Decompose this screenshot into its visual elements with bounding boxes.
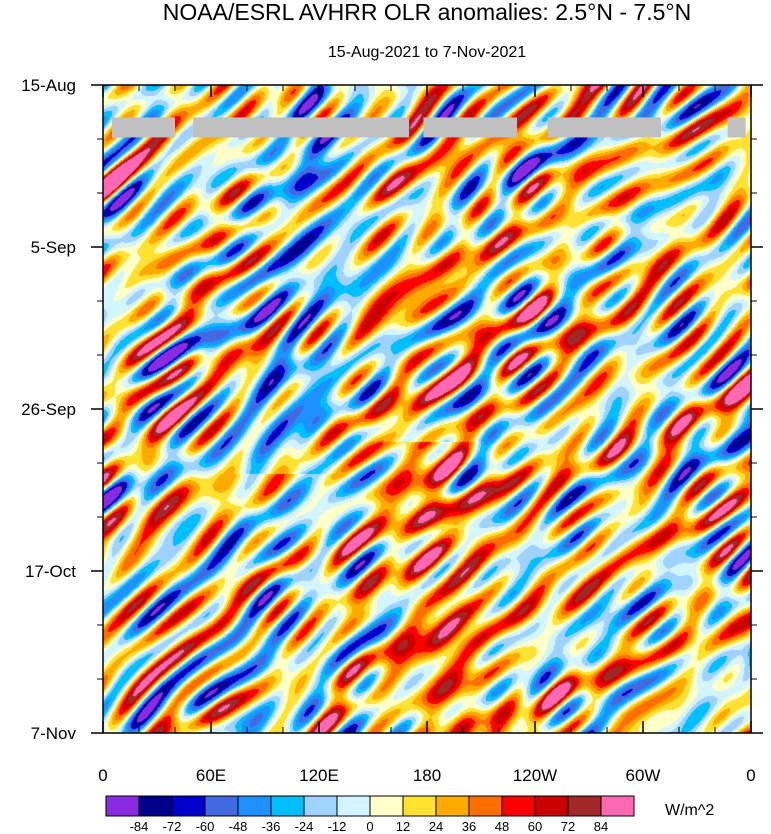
x-tick-label: 120E — [299, 766, 339, 785]
colorbar-swatch — [105, 795, 140, 817]
y-tick-label: 17-Oct — [25, 562, 76, 581]
chart-subtitle: 15-Aug-2021 to 7-Nov-2021 — [328, 44, 526, 61]
colorbar-swatch — [336, 795, 371, 817]
colorbar-swatch — [435, 795, 470, 817]
colorbar-swatch — [534, 795, 569, 817]
colorbar-label: 0 — [366, 819, 373, 834]
colorbar-swatch — [501, 795, 536, 817]
colorbar: -84 -72 -60 -48 -36 -24 -12 0 12 24 36 48 60 72 84 — [105, 795, 635, 834]
colorbar-swatch — [567, 795, 602, 817]
colorbar-swatch — [204, 795, 239, 817]
missing-data-band — [193, 117, 409, 138]
x-tick-label: 120W — [513, 766, 557, 785]
missing-data-band — [727, 117, 746, 138]
colorbar-label: 48 — [495, 819, 509, 834]
x-tick-label: 0 — [746, 766, 755, 785]
x-tick-label: 0 — [98, 766, 107, 785]
x-tick-label: 60E — [196, 766, 226, 785]
heatmap-field — [103, 85, 751, 733]
colorbar-label: 12 — [396, 819, 410, 834]
y-tick-label: 15-Aug — [21, 76, 76, 95]
colorbar-swatch — [237, 795, 272, 817]
colorbar-label: 72 — [561, 819, 575, 834]
colorbar-swatch — [270, 795, 305, 817]
missing-data-band — [423, 117, 517, 138]
x-tick-label: 180 — [413, 766, 441, 785]
colorbar-swatch — [138, 795, 173, 817]
colorbar-label: -36 — [262, 819, 281, 834]
colorbar-swatch — [369, 795, 404, 817]
colorbar-label: 60 — [528, 819, 542, 834]
x-tick-label: 60W — [626, 766, 661, 785]
heatmap-raster — [103, 85, 751, 733]
colorbar-swatch — [402, 795, 437, 817]
colorbar-label: -84 — [130, 819, 149, 834]
missing-data-band — [547, 117, 661, 138]
colorbar-label: -60 — [196, 819, 215, 834]
colorbar-swatch — [303, 795, 338, 817]
colorbar-label: 24 — [429, 819, 443, 834]
missing-data-band — [112, 117, 175, 138]
colorbar-units: W/m^2 — [665, 802, 714, 819]
y-tick-label: 7-Nov — [31, 724, 77, 743]
colorbar-label: -48 — [229, 819, 248, 834]
axes: 0 60E 120E 180 120W 60W 0 15-Aug 5-Sep 26-Sep 17-O… — [21, 76, 763, 785]
colorbar-label: -72 — [163, 819, 182, 834]
y-tick-label: 5-Sep — [31, 238, 76, 257]
colorbar-swatch — [600, 795, 635, 817]
colorbar-label: -12 — [328, 819, 347, 834]
colorbar-label: 36 — [462, 819, 476, 834]
colorbar-label: 84 — [594, 819, 608, 834]
colorbar-swatch — [171, 795, 206, 817]
colorbar-swatch — [468, 795, 503, 817]
colorbar-label: -24 — [295, 819, 314, 834]
y-tick-label: 26-Sep — [21, 400, 76, 419]
chart-title: NOAA/ESRL AVHRR OLR anomalies: 2.5°N - 7… — [163, 0, 691, 25]
